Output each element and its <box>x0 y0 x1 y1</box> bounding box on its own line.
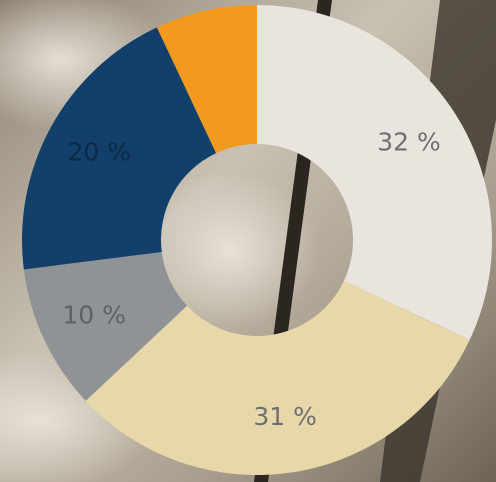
chart: 32 % 31 % 10 % 20 % <box>0 0 496 482</box>
data-label: 32 % <box>377 128 441 157</box>
data-label: 20 % <box>68 137 132 166</box>
data-label: 31 % <box>253 402 317 431</box>
data-label: 10 % <box>62 301 126 330</box>
